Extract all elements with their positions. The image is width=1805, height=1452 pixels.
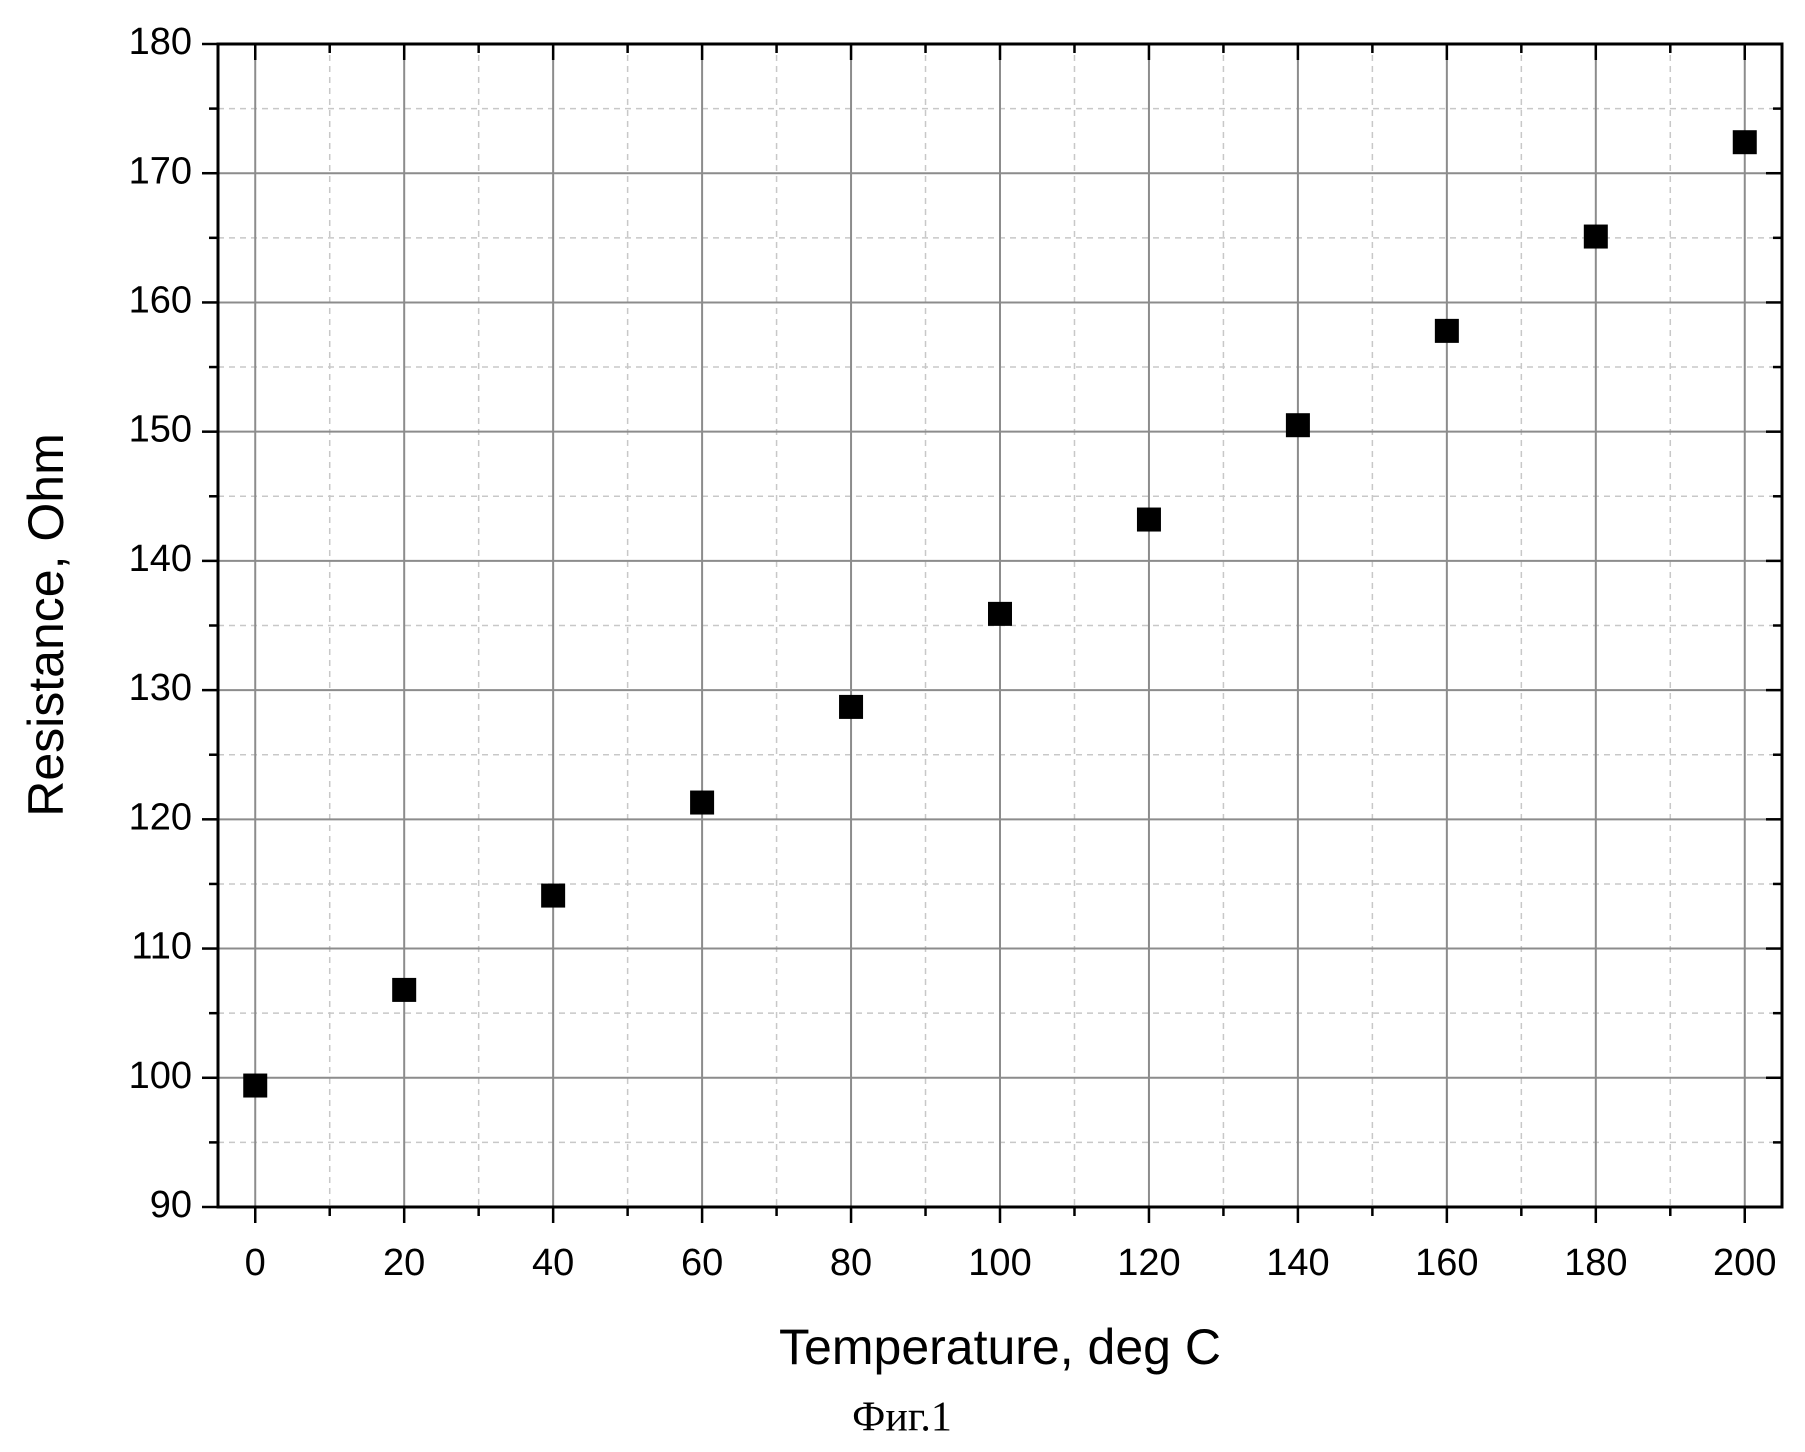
- y-tick-label: 110: [131, 926, 192, 968]
- y-axis-title: Resistance, Ohm: [18, 433, 74, 816]
- x-tick-label: 100: [968, 1242, 1031, 1284]
- data-point: [1136, 507, 1161, 532]
- x-tick-label: 140: [1266, 1242, 1329, 1284]
- x-axis-title: Temperature, deg C: [779, 1319, 1221, 1375]
- y-tick-label: 180: [129, 21, 192, 63]
- y-tick-label: 100: [129, 1055, 192, 1097]
- x-tick-label: 80: [830, 1242, 872, 1284]
- data-point: [690, 790, 715, 815]
- data-point: [988, 601, 1012, 626]
- plot-frame: [216, 42, 1784, 1209]
- x-tick-label: 60: [681, 1242, 723, 1284]
- y-tick-label: 90: [150, 1184, 192, 1226]
- data-point: [1285, 413, 1310, 438]
- figure-caption: Фиг.1: [852, 1395, 952, 1441]
- x-tick-label: 20: [383, 1242, 425, 1284]
- y-tick-label: 140: [129, 538, 192, 580]
- y-tick-label: 170: [129, 150, 192, 192]
- data-point: [243, 1073, 268, 1098]
- x-tick-label: 40: [532, 1242, 574, 1284]
- data-point: [392, 977, 417, 1002]
- data-point: [541, 883, 566, 908]
- x-tick-label: 180: [1564, 1242, 1627, 1284]
- data-point: [1583, 224, 1608, 249]
- y-tick-label: 150: [129, 409, 192, 451]
- y-tick-label: 160: [129, 279, 192, 321]
- data-point: [1732, 130, 1757, 155]
- y-tick-label: 120: [129, 796, 192, 838]
- x-tick-label: 120: [1117, 1242, 1180, 1284]
- y-tick-label: 130: [129, 667, 192, 709]
- x-tick-label: 0: [245, 1242, 266, 1284]
- x-tick-label: 200: [1713, 1242, 1776, 1284]
- data-point: [839, 694, 864, 719]
- data-point: [1434, 318, 1459, 343]
- x-tick-label: 160: [1415, 1242, 1478, 1284]
